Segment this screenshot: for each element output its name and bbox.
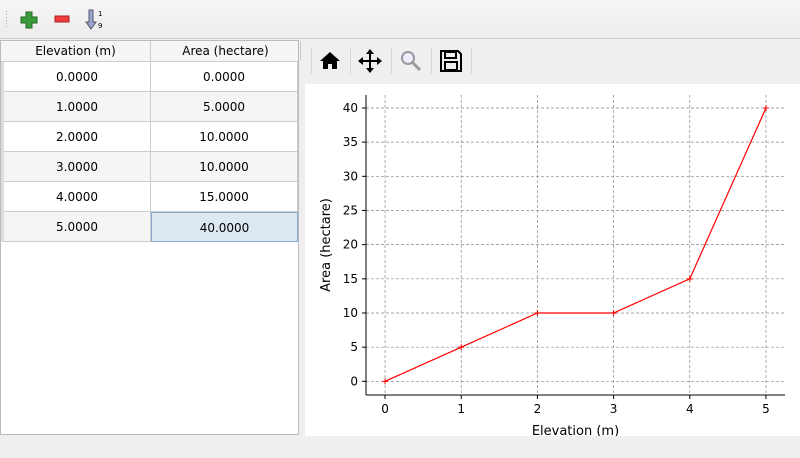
y-axis-label: Area (hectare) [319, 198, 334, 292]
x-tick-label: 4 [686, 402, 694, 416]
y-tick-label: 25 [343, 203, 358, 217]
y-tick-label: 15 [343, 272, 358, 286]
data-point [382, 378, 389, 385]
svg-text:9: 9 [98, 22, 102, 30]
table-row: 2.0000 10.0000 [1, 122, 298, 152]
x-axis-label: Elevation (m) [532, 424, 619, 436]
data-point [610, 309, 617, 316]
area-cell[interactable]: 10.0000 [151, 122, 298, 152]
area-cell[interactable]: 10.0000 [151, 152, 298, 182]
data-point [534, 309, 541, 316]
elevation-cell[interactable]: 5.0000 [4, 212, 151, 242]
table-row: 1.0000 5.0000 [1, 92, 298, 122]
plot-toolbar [305, 40, 800, 84]
elevation-area-table: Elevation (m) Area (hectare) 0.0000 0.000… [0, 40, 301, 435]
elevation-cell[interactable]: 1.0000 [4, 92, 151, 122]
data-line [384, 107, 767, 382]
status-bar [0, 438, 800, 458]
area-cell[interactable]: 5.0000 [151, 92, 298, 122]
y-tick-label: 35 [343, 135, 358, 149]
area-cell[interactable]: 40.0000 [151, 212, 298, 242]
x-tick-label: 5 [762, 402, 770, 416]
pan-icon[interactable] [357, 48, 383, 74]
y-tick-label: 10 [343, 306, 358, 320]
table-row: 5.0000 40.0000 [1, 212, 298, 242]
elevation-cell[interactable]: 3.0000 [4, 152, 151, 182]
table-row: 4.0000 15.0000 [1, 182, 298, 212]
x-tick-label: 3 [610, 402, 618, 416]
plot-canvas[interactable]: 0 1 2 3 4 5 0 5 10 15 20 25 30 35 40 Elevation (m) Area … [305, 84, 800, 439]
x-tick-label: 1 [457, 402, 465, 416]
toolbar-grip[interactable] [5, 10, 8, 28]
x-tick-label: 0 [381, 402, 389, 416]
line-chart: 0 1 2 3 4 5 0 5 10 15 20 25 30 35 40 Elevation (m) Area … [319, 95, 785, 439]
data-point [762, 104, 769, 111]
elevation-cell[interactable]: 4.0000 [4, 182, 151, 212]
area-cell[interactable]: 0.0000 [151, 62, 298, 92]
column-header-elevation[interactable]: Elevation (m) [1, 41, 151, 61]
zoom-icon[interactable] [398, 48, 424, 74]
y-tick-label: 30 [343, 169, 358, 183]
elevation-cell[interactable]: 2.0000 [4, 122, 151, 152]
x-tick-label: 2 [534, 402, 542, 416]
elevation-cell[interactable]: 0.0000 [4, 62, 151, 92]
save-icon[interactable] [438, 48, 464, 74]
column-header-area[interactable]: Area (hectare) [151, 41, 301, 61]
data-point [686, 275, 693, 282]
add-row-icon[interactable] [18, 8, 40, 30]
svg-text:1: 1 [98, 10, 102, 18]
table-row: 3.0000 10.0000 [1, 152, 298, 182]
y-tick-label: 20 [343, 238, 358, 252]
sort-ascending-icon[interactable]: 19 [84, 8, 106, 30]
home-icon[interactable] [317, 48, 343, 74]
remove-row-icon[interactable] [51, 8, 73, 30]
y-tick-label: 40 [343, 101, 358, 115]
area-cell[interactable]: 15.0000 [151, 182, 298, 212]
data-point [458, 344, 465, 351]
table-row: 0.0000 0.0000 [1, 62, 298, 92]
y-tick-label: 5 [350, 340, 358, 354]
y-tick-label: 0 [350, 374, 358, 388]
